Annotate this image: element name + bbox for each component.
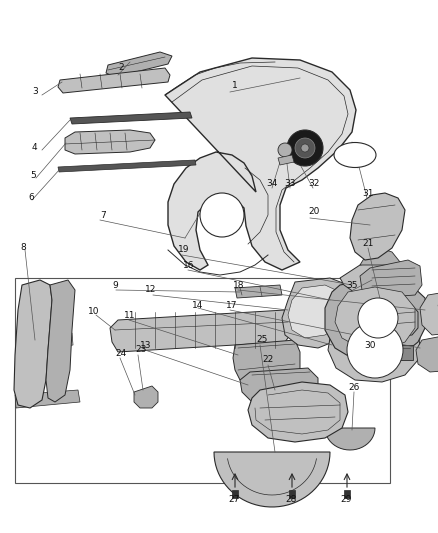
Ellipse shape [334, 142, 376, 167]
Polygon shape [65, 130, 155, 154]
Text: 5: 5 [30, 171, 36, 180]
Polygon shape [165, 58, 356, 270]
Text: 2: 2 [118, 63, 124, 72]
Text: 25: 25 [256, 335, 267, 344]
Polygon shape [58, 68, 170, 93]
Text: 35: 35 [346, 280, 357, 289]
Text: 27: 27 [228, 496, 240, 505]
Text: 7: 7 [100, 212, 106, 221]
Text: 30: 30 [364, 342, 375, 351]
Polygon shape [233, 340, 300, 380]
Text: 11: 11 [124, 311, 135, 320]
Bar [378, 345, 413, 360]
Text: 1: 1 [232, 82, 238, 91]
Polygon shape [22, 333, 73, 352]
Polygon shape [325, 278, 428, 362]
Text: 19: 19 [178, 246, 190, 254]
Polygon shape [340, 260, 415, 300]
Text: 4: 4 [32, 143, 38, 152]
Text: 8: 8 [20, 244, 26, 253]
Text: 33: 33 [284, 180, 296, 189]
Text: 9: 9 [112, 280, 118, 289]
Bar [232, 490, 238, 498]
Polygon shape [106, 52, 172, 77]
Text: 13: 13 [140, 342, 152, 351]
Bar [344, 490, 350, 498]
Polygon shape [110, 310, 290, 352]
Text: 10: 10 [88, 308, 99, 317]
Polygon shape [335, 287, 415, 350]
Polygon shape [15, 390, 80, 408]
Polygon shape [325, 428, 375, 450]
Polygon shape [350, 193, 405, 260]
Text: 20: 20 [308, 207, 319, 216]
Bar [289, 490, 295, 498]
Text: 18: 18 [233, 280, 244, 289]
Circle shape [295, 138, 315, 158]
Polygon shape [420, 290, 438, 335]
Text: 34: 34 [266, 180, 277, 189]
Text: 22: 22 [262, 356, 273, 365]
Text: 6: 6 [28, 193, 34, 203]
Circle shape [200, 193, 244, 237]
Text: 23: 23 [135, 345, 146, 354]
Circle shape [278, 143, 292, 157]
Polygon shape [240, 368, 318, 402]
Polygon shape [288, 285, 345, 338]
Polygon shape [328, 318, 420, 382]
Polygon shape [278, 155, 294, 165]
Polygon shape [134, 386, 158, 408]
Polygon shape [214, 452, 330, 507]
Text: 29: 29 [340, 496, 351, 505]
Circle shape [301, 144, 309, 152]
Circle shape [358, 298, 398, 338]
Text: 16: 16 [183, 261, 194, 270]
Text: 28: 28 [285, 496, 297, 505]
Bar [15, 278, 390, 483]
Polygon shape [248, 382, 348, 442]
Polygon shape [235, 285, 282, 298]
Polygon shape [360, 248, 405, 265]
Polygon shape [372, 305, 418, 338]
Polygon shape [46, 280, 75, 402]
Text: 26: 26 [348, 384, 359, 392]
Polygon shape [360, 260, 422, 298]
Text: 31: 31 [362, 190, 374, 198]
Text: 12: 12 [145, 286, 156, 295]
Polygon shape [58, 160, 196, 172]
Polygon shape [282, 278, 355, 348]
Text: 24: 24 [115, 350, 126, 359]
Text: 17: 17 [226, 302, 237, 311]
Polygon shape [416, 335, 438, 372]
Polygon shape [70, 112, 192, 124]
Polygon shape [14, 280, 52, 408]
Text: 14: 14 [192, 301, 203, 310]
Text: 21: 21 [362, 239, 373, 248]
Circle shape [287, 130, 323, 166]
Text: 3: 3 [32, 87, 38, 96]
Text: 32: 32 [308, 180, 319, 189]
Circle shape [347, 322, 403, 378]
